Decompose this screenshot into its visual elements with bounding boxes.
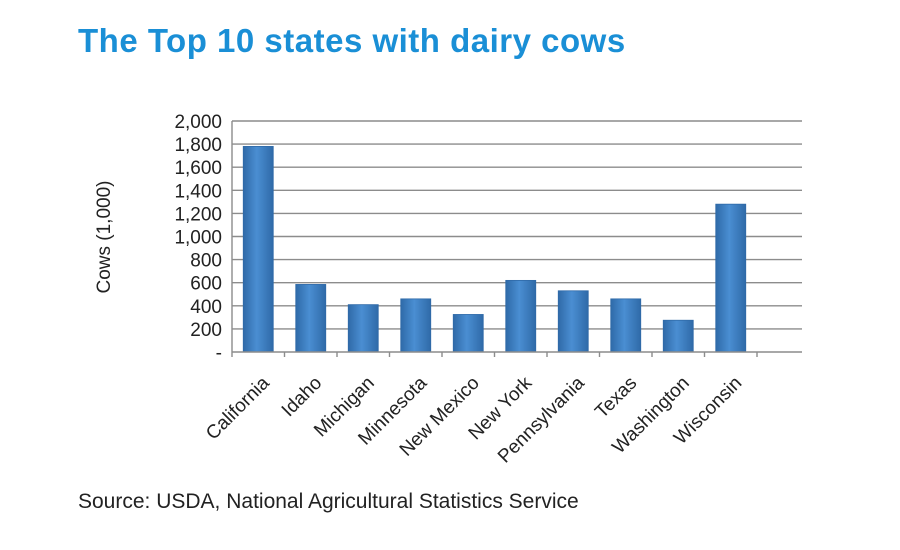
axes — [231, 121, 802, 357]
y-tick-label: 200 — [190, 320, 222, 341]
y-tick-label: 800 — [190, 251, 222, 272]
bar-california — [242, 146, 274, 353]
bar-minnesota — [400, 298, 432, 353]
x-tick-label: California — [202, 372, 274, 444]
x-tick-label: Texas — [591, 373, 641, 423]
bar-new-mexico — [452, 314, 484, 353]
y-tick-label: 1,400 — [174, 181, 222, 202]
x-tick-label: Idaho — [278, 373, 326, 421]
y-tick-label: 600 — [190, 274, 222, 295]
y-tick-label: 1,200 — [174, 204, 222, 225]
bar-michigan — [347, 304, 379, 353]
bars — [242, 146, 747, 353]
source-note: Source: USDA, National Agricultural Stat… — [78, 490, 579, 513]
y-tick-label: 2,000 — [174, 112, 222, 133]
y-axis-label: Cows (1,000) — [94, 181, 115, 294]
chart-title: The Top 10 states with dairy cows — [78, 22, 626, 59]
y-tick-label: 1,600 — [174, 158, 222, 179]
y-tick-label: 1,000 — [174, 228, 222, 249]
bar-pennsylvania — [557, 290, 589, 353]
bar-washington — [662, 319, 694, 353]
bar-texas — [610, 298, 642, 353]
bar-idaho — [295, 284, 327, 353]
y-tick-label: 400 — [190, 297, 222, 318]
bar-new-york — [505, 279, 537, 353]
bar-wisconsin — [715, 203, 747, 353]
y-tick-label: - — [216, 343, 222, 364]
y-tick-label: 1,800 — [174, 135, 222, 156]
